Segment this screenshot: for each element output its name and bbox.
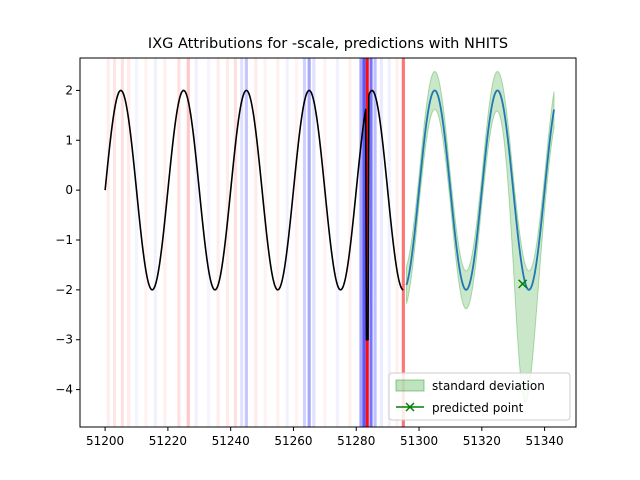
attribution-band	[144, 58, 148, 427]
std-band	[405, 70, 555, 403]
y-tick-label: −1	[55, 233, 73, 247]
x-tick-label: 51300	[400, 434, 438, 448]
attribution-band	[106, 58, 110, 427]
history-line	[104, 89, 404, 341]
attribution-band	[295, 58, 299, 427]
attribution-band	[312, 58, 316, 427]
chart-title: IXG Attributions for -scale, predictions…	[148, 36, 508, 52]
attribution-band	[335, 58, 339, 427]
y-tick-label: −2	[55, 283, 73, 297]
attribution-band	[244, 58, 248, 427]
attribution-band	[302, 58, 307, 427]
attribution-band	[276, 58, 280, 427]
x-tick-label: 51340	[526, 434, 564, 448]
attribution-band	[177, 58, 181, 427]
x-tick-label: 51280	[337, 434, 375, 448]
legend-std-label: standard deviation	[432, 379, 545, 393]
legend: standard deviation predicted point	[388, 372, 571, 421]
x-tick-label: 51220	[149, 434, 187, 448]
predicted-point-layer	[518, 279, 528, 289]
attribution-band	[362, 58, 366, 427]
legend-frame	[388, 372, 571, 421]
attribution-band	[254, 58, 258, 427]
attribution-band	[240, 58, 244, 427]
attribution-band	[207, 58, 211, 427]
x-tick-label: 51320	[463, 434, 501, 448]
x-tick-label: 51200	[86, 434, 124, 448]
y-tick-label: 1	[65, 133, 73, 147]
x-axis-ticks: 51200 51220 51240 51260 51280 51300 51320 51340	[86, 427, 564, 448]
std-band-layer	[405, 70, 555, 403]
plot-frame	[79, 57, 577, 428]
y-tick-label: −3	[55, 333, 73, 347]
attribution-band	[127, 58, 131, 427]
attribution-band	[225, 58, 230, 427]
attribution-band	[307, 58, 311, 427]
attribution-band	[263, 58, 267, 427]
legend-point-marker	[405, 402, 415, 412]
attribution-band	[401, 58, 405, 427]
predicted-point	[518, 279, 528, 289]
attribution-band	[323, 58, 327, 427]
attribution-band	[359, 58, 363, 427]
legend-std-swatch	[395, 379, 425, 392]
y-tick-label: 0	[65, 183, 73, 197]
attribution-band	[387, 58, 391, 427]
attribution-bands	[106, 58, 405, 427]
attribution-band	[216, 58, 220, 427]
attribution-band	[369, 58, 373, 427]
attribution-band	[373, 58, 377, 427]
attribution-band	[365, 58, 369, 427]
attribution-band	[233, 58, 237, 427]
attribution-band	[120, 58, 124, 427]
attribution-band	[395, 58, 399, 427]
attribution-band	[379, 58, 383, 427]
x-tick-label: 51240	[212, 434, 250, 448]
attribution-band	[163, 58, 167, 427]
attribution-band	[153, 58, 157, 427]
y-tick-label: −4	[55, 383, 73, 397]
x-tick-label: 51260	[274, 434, 312, 448]
legend-point-label: predicted point	[432, 401, 524, 415]
forecast-line	[405, 89, 555, 291]
y-tick-label: 2	[65, 83, 73, 97]
attribution-band	[186, 58, 190, 427]
y-axis-ticks: −4 −3 −2 −1 0 1 2	[55, 83, 80, 397]
attribution-band	[194, 58, 198, 427]
series-layer	[104, 89, 555, 341]
attribution-band	[112, 58, 117, 427]
attribution-band	[134, 58, 139, 427]
